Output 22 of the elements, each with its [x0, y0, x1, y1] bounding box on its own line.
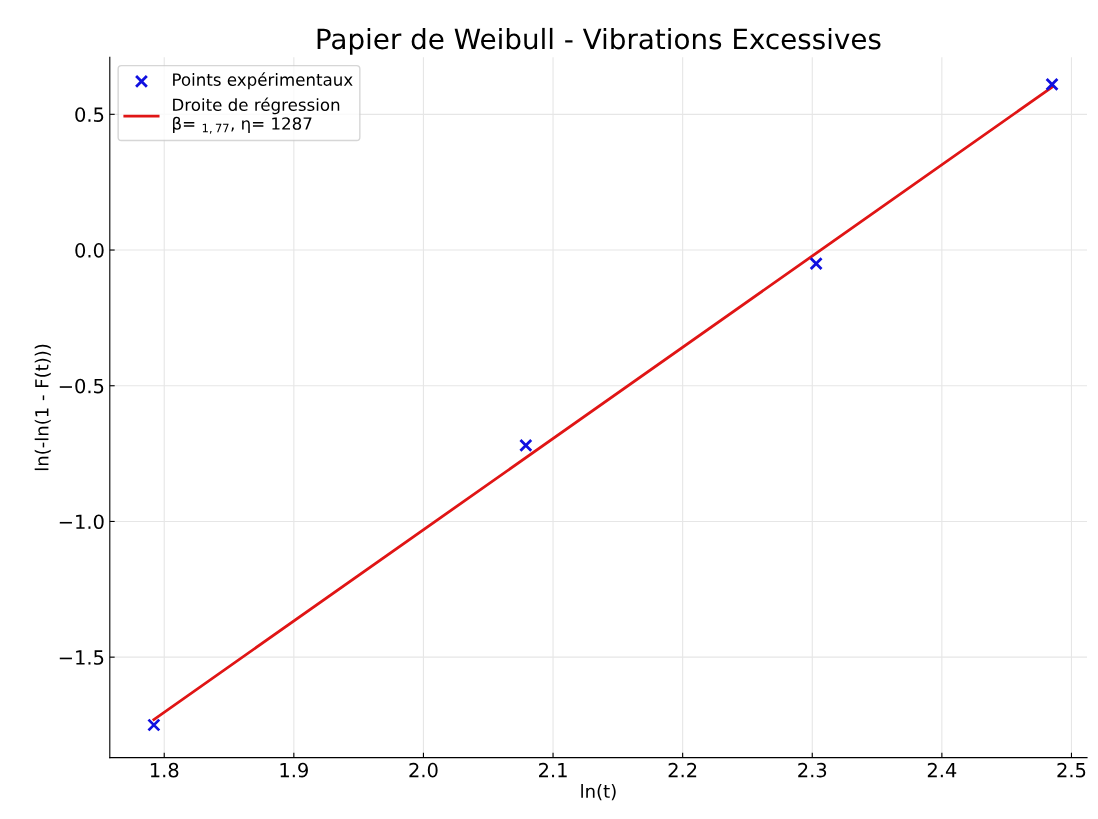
- x-tick-label: 2.5: [1057, 762, 1086, 778]
- x-tick-label: 1.9: [280, 762, 308, 778]
- point: [147, 718, 161, 732]
- y-tick-label: −0.5: [59, 378, 104, 394]
- y-tick-label: 0.5: [75, 107, 104, 122]
- legend-label: Points expérimentaux: [173, 72, 353, 90]
- point: [809, 256, 823, 271]
- x-tick-label: 2.4: [927, 762, 957, 778]
- y-tick-label: −1.0: [59, 514, 104, 530]
- x-tick-label: 2.1: [539, 762, 567, 778]
- x-tick-label: 2.0: [409, 762, 438, 778]
- x-tick-label: 2.2: [668, 762, 697, 778]
- x-tick-label: 1.8: [150, 762, 179, 778]
- y-tick-label: −1.5: [59, 650, 104, 665]
- point: [519, 438, 533, 453]
- legend-label: Droite de régression β= $_{1,77}$, η= 1287: [173, 97, 340, 134]
- chart-title: Papier de Weibull - Vibrations Excessives: [317, 27, 881, 55]
- x-axis-title: ln(t): [581, 784, 616, 801]
- y-tick-label: 0.0: [75, 242, 104, 258]
- point: [1045, 77, 1059, 92]
- y-axis-title: ln(-ln(1 - F(t))): [34, 344, 51, 471]
- x-tick-label: 2.3: [798, 762, 827, 778]
